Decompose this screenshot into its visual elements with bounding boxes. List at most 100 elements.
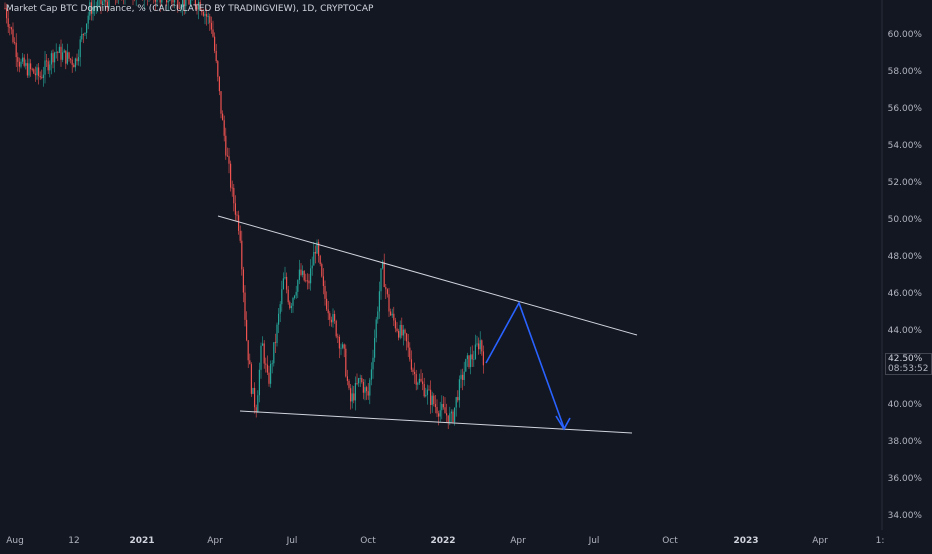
candle-body [476, 343, 477, 344]
candle-body [324, 286, 325, 299]
candle-body [161, 0, 162, 3]
candle-body [265, 364, 266, 365]
candle-body [475, 345, 476, 359]
candle-body [348, 381, 349, 388]
candle-body [345, 349, 346, 377]
candle-body [33, 69, 34, 73]
candle-body [366, 387, 367, 391]
candle-body [22, 58, 23, 62]
candle-body [57, 52, 58, 53]
candle-body [385, 287, 386, 289]
candle-body [368, 391, 369, 395]
lower-trendline [240, 411, 632, 433]
candle-body [11, 27, 12, 29]
candle-body [283, 278, 284, 289]
candle-body [390, 311, 391, 315]
candle-body [206, 14, 207, 16]
candle-body [272, 363, 273, 364]
candle-body [332, 314, 333, 322]
candle-body [411, 359, 412, 369]
candle-body [424, 384, 425, 396]
candle-body [254, 388, 255, 407]
candle-body [459, 379, 460, 400]
candle-body [286, 277, 287, 290]
candle-body [337, 336, 338, 337]
candle-body [59, 47, 60, 53]
time-tick-label: 2022 [430, 536, 455, 546]
time-tick-label: 12 [68, 536, 79, 546]
price-tick-label: 56.00% [888, 104, 922, 114]
candle-body [70, 59, 71, 60]
candle-body [169, 0, 170, 1]
candle-body [308, 281, 309, 284]
candle-body [470, 354, 471, 367]
candle-body [478, 343, 479, 349]
candle-body [452, 412, 453, 422]
candle-body [387, 289, 388, 294]
candle-body [233, 188, 234, 203]
candle-body [409, 348, 410, 360]
candle-body [342, 344, 343, 347]
candle-body [241, 241, 242, 270]
candle-body [219, 77, 220, 91]
candle-body [480, 340, 481, 349]
candle-body [238, 215, 239, 231]
candle-body [355, 383, 356, 400]
candle-body [339, 337, 340, 348]
candle-body [305, 280, 306, 281]
candle-body [24, 58, 25, 66]
candle-body [416, 374, 417, 385]
candle-body [62, 52, 63, 59]
projection-arrowhead [556, 416, 570, 429]
candle-body [302, 271, 303, 275]
price-tick-label: 36.00% [888, 474, 922, 484]
candle-body [75, 58, 76, 67]
candle-body [398, 331, 399, 338]
candle-body [51, 53, 52, 64]
price-tick-label: 50.00% [888, 215, 922, 225]
last-price-badge: 42.50% 08:53:52 [885, 353, 932, 375]
candle-body [360, 378, 361, 379]
candle-body [155, 0, 156, 2]
candle-body [347, 376, 348, 381]
candle-body [230, 164, 231, 188]
candle-body [248, 340, 249, 360]
candle-body [403, 330, 404, 336]
candle-body [280, 304, 281, 314]
candle-body [294, 296, 295, 298]
price-tick-label: 46.00% [888, 289, 922, 299]
candle-body [363, 382, 364, 393]
candle-body [209, 16, 210, 23]
candle-body [48, 61, 49, 70]
candle-body [428, 390, 429, 391]
candle-body [81, 34, 82, 39]
candle-body [73, 65, 74, 67]
candle-body [448, 415, 449, 423]
candle-body [454, 408, 455, 423]
candle-body [14, 42, 15, 43]
candle-body [262, 343, 263, 345]
time-tick-label: 1: [876, 536, 885, 546]
candle-body [260, 346, 261, 370]
candle-body [105, 0, 106, 2]
price-tick-label: 60.00% [888, 30, 922, 40]
candle-body [400, 325, 401, 338]
candle-body [246, 320, 247, 340]
candle-body [412, 370, 413, 372]
candle-body [20, 62, 21, 67]
candle-body [166, 0, 167, 2]
candle-body [43, 75, 44, 78]
candle-body [64, 51, 65, 53]
candle-body [216, 51, 217, 61]
candle-body [76, 58, 77, 61]
candle-body [440, 410, 441, 416]
candle-body [376, 319, 377, 337]
candle-body [60, 47, 61, 60]
candle-body [334, 314, 335, 321]
candle-body [438, 413, 439, 416]
candle-body [408, 341, 409, 347]
candle-body [320, 256, 321, 264]
candle-body [380, 268, 381, 291]
